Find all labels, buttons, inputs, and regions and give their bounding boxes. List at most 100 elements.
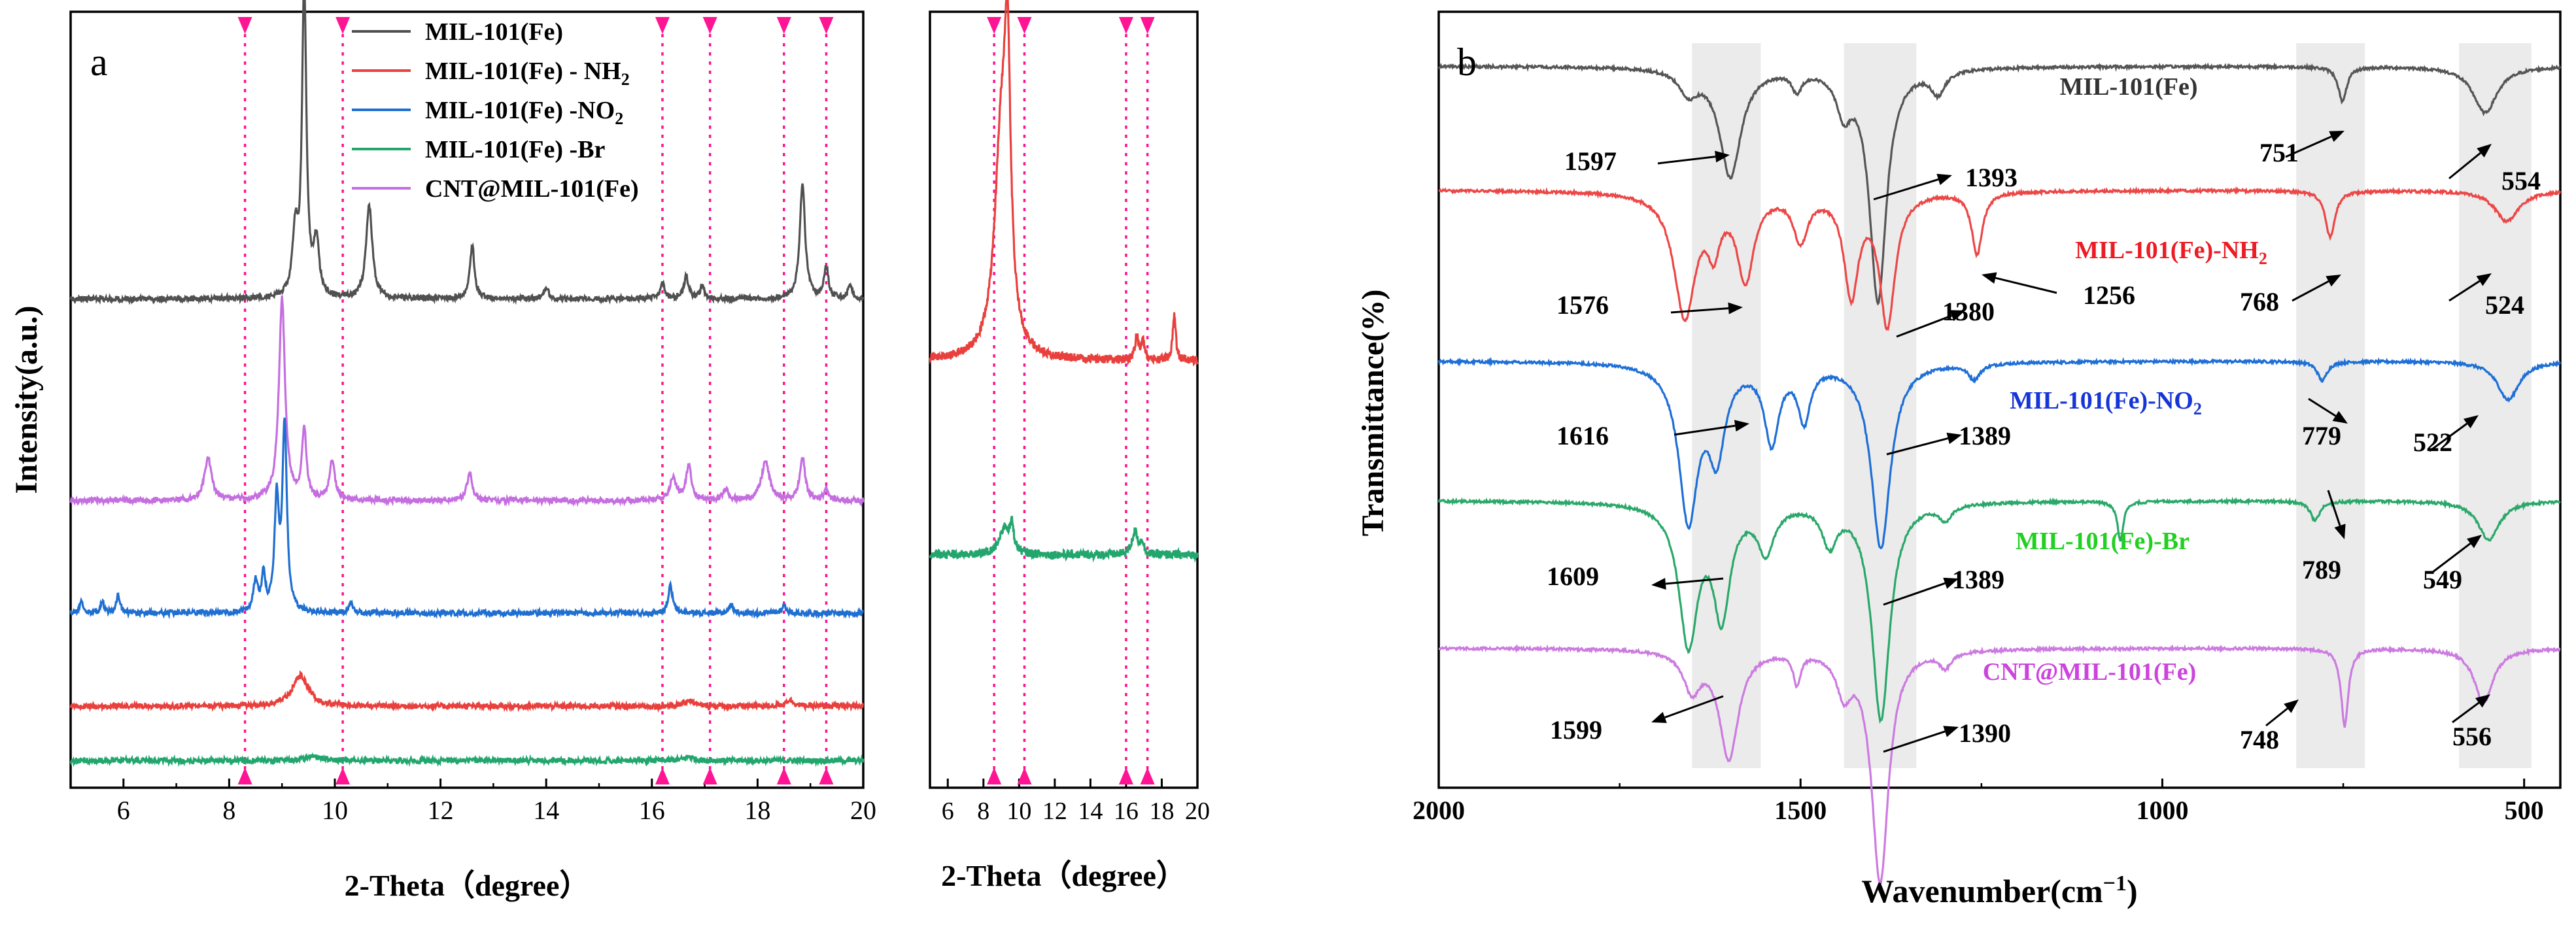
shaded-band xyxy=(2459,43,2532,768)
plot-frame-b xyxy=(1437,10,2562,789)
legend-subscript: 2 xyxy=(621,70,630,89)
series-line-a xyxy=(69,0,865,305)
annotation-label: 1393 xyxy=(1965,163,2018,192)
annotation-arrowhead xyxy=(1943,726,1959,737)
x-tick-label-inset: 6 xyxy=(942,798,954,825)
triangle-marker-bottom xyxy=(987,767,1002,784)
legend-label-text: MIL-101(Fe) -Br xyxy=(425,136,606,163)
triangle-marker-bottom xyxy=(702,767,717,784)
triangle-marker-bottom xyxy=(776,767,791,784)
annotation-arrow xyxy=(1896,314,1952,338)
x-tick-label-a: 20 xyxy=(850,796,876,825)
series-label-b-text: MIL-101(Fe)-Br xyxy=(2016,528,2190,555)
x-tick-label-inset: 18 xyxy=(1149,798,1174,825)
annotation-label: 1599 xyxy=(1550,715,1602,745)
annotation-label: 1389 xyxy=(1952,565,2004,594)
annotation-arrow xyxy=(1665,577,1724,585)
annotation-arrow xyxy=(1664,695,1724,718)
legend-label: MIL-101(Fe) -Br xyxy=(425,136,606,163)
annotation-arrow xyxy=(2327,490,2341,526)
annotation-arrowhead xyxy=(2463,415,2479,429)
annotation-arrow xyxy=(1883,730,1946,753)
annotation-arrow xyxy=(2448,152,2481,180)
triangle-marker-top xyxy=(237,17,252,34)
x-tick-label-a: 12 xyxy=(428,796,454,825)
annotation-arrow xyxy=(1886,437,1949,456)
triangle-marker-top xyxy=(655,17,670,34)
annotation-arrow xyxy=(1670,307,1729,314)
annotation-arrowhead xyxy=(2476,273,2492,286)
annotation-arrow xyxy=(1995,277,2057,294)
triangle-marker-top xyxy=(702,17,717,34)
triangle-marker-bottom xyxy=(819,767,834,784)
annotation-label: 768 xyxy=(2240,287,2279,316)
x-tick-label-a: 8 xyxy=(222,796,235,825)
annotation-label: 524 xyxy=(2485,290,2524,320)
plot-frame-inset xyxy=(929,10,1199,789)
series-line-b xyxy=(1437,62,2562,306)
x-axis-title-b: Wavenumber(cm−1) xyxy=(1861,871,2137,909)
annotation-label: 751 xyxy=(2259,138,2299,167)
panel-b: 2000 1500 1000 500 MIL-101(Fe) MIL-101(Fe)-NH… xyxy=(1356,10,2562,909)
annotation-arrowhead xyxy=(1946,432,1962,445)
legend-label: MIL-101(Fe) - NH2 xyxy=(425,58,630,89)
annotation-label: 549 xyxy=(2423,565,2462,594)
panel-a-inset: 6 8 10 12 14 16 18 20 2-Theta（degree） xyxy=(929,0,1210,892)
annotation-arrow xyxy=(2448,280,2481,302)
x-tick-label-inset: 10 xyxy=(1006,798,1031,825)
annotation-arrowhead xyxy=(1651,578,1666,590)
panel-label-a: a xyxy=(90,41,108,84)
x-tick-label-a: 18 xyxy=(744,796,770,825)
triangle-marker-bottom xyxy=(1017,767,1032,784)
x-axis-title-b-text: Wavenumber(cm xyxy=(1861,873,2103,909)
legend-label: MIL-101(Fe) xyxy=(425,18,563,46)
series-label-b: MIL-101(Fe)-NO2 xyxy=(2010,387,2202,418)
annotation-arrow xyxy=(2452,701,2480,724)
legend-label: MIL-101(Fe) -NO2 xyxy=(425,97,623,128)
legend-label-text: MIL-101(Fe) - NH xyxy=(425,58,621,85)
x-tick-label-inset: 14 xyxy=(1078,798,1103,825)
series-label-b: MIL-101(Fe) xyxy=(2059,73,2197,101)
triangle-marker-top xyxy=(819,17,834,34)
x-tick-label-a: 6 xyxy=(117,796,130,825)
annotation-arrow xyxy=(2265,707,2288,727)
annotation-label: 1576 xyxy=(1556,290,1609,320)
series-label-b-subscript: 2 xyxy=(2193,399,2202,418)
annotation-arrow xyxy=(2285,135,2332,158)
annotation-arrow xyxy=(1674,424,1736,436)
triangle-marker-bottom xyxy=(335,767,351,784)
x-tick-label-b: 1500 xyxy=(1774,796,1827,825)
triangle-marker-top xyxy=(776,17,791,34)
x-tick-label-a: 10 xyxy=(322,796,348,825)
annotation-arrowhead xyxy=(1651,712,1667,723)
triangle-marker-top xyxy=(1140,17,1155,34)
x-tick-label-b: 1000 xyxy=(2136,796,2188,825)
series-line-a xyxy=(69,295,865,507)
shaded-band xyxy=(1844,43,1917,768)
series-label-b: MIL-101(Fe)-Br xyxy=(2016,528,2190,555)
annotation-label: 1597 xyxy=(1564,146,1617,176)
legend-label-text: MIL-101(Fe) -NO xyxy=(425,97,615,124)
annotation-arrowhead xyxy=(1936,173,1952,186)
annotation-arrow xyxy=(1657,156,1716,165)
x-tick-label-inset: 16 xyxy=(1114,798,1139,825)
annotation-arrow xyxy=(2308,397,2337,417)
series-line-inset xyxy=(929,0,1199,367)
x-tick-label-a: 14 xyxy=(533,796,559,825)
series-line-b xyxy=(1437,496,2561,724)
triangle-marker-bottom xyxy=(237,767,252,784)
x-tick-label-inset: 8 xyxy=(977,798,989,825)
triangle-marker-bottom xyxy=(1118,767,1133,784)
annotation-arrowhead xyxy=(2329,131,2344,143)
triangle-marker-top xyxy=(1118,17,1133,34)
legend-label-text: CNT@MIL-101(Fe) xyxy=(425,175,639,203)
annotation-label: 1256 xyxy=(2083,280,2135,310)
annotation-arrowhead xyxy=(1728,302,1743,314)
annotation-arrowhead xyxy=(1949,310,1965,322)
series-label-b-text: CNT@MIL-101(Fe) xyxy=(1983,658,2197,686)
annotation-arrowhead xyxy=(2284,699,2299,713)
triangle-marker-top xyxy=(1017,17,1032,34)
annotation-arrowhead xyxy=(1734,420,1749,432)
triangle-marker-top xyxy=(987,17,1002,34)
